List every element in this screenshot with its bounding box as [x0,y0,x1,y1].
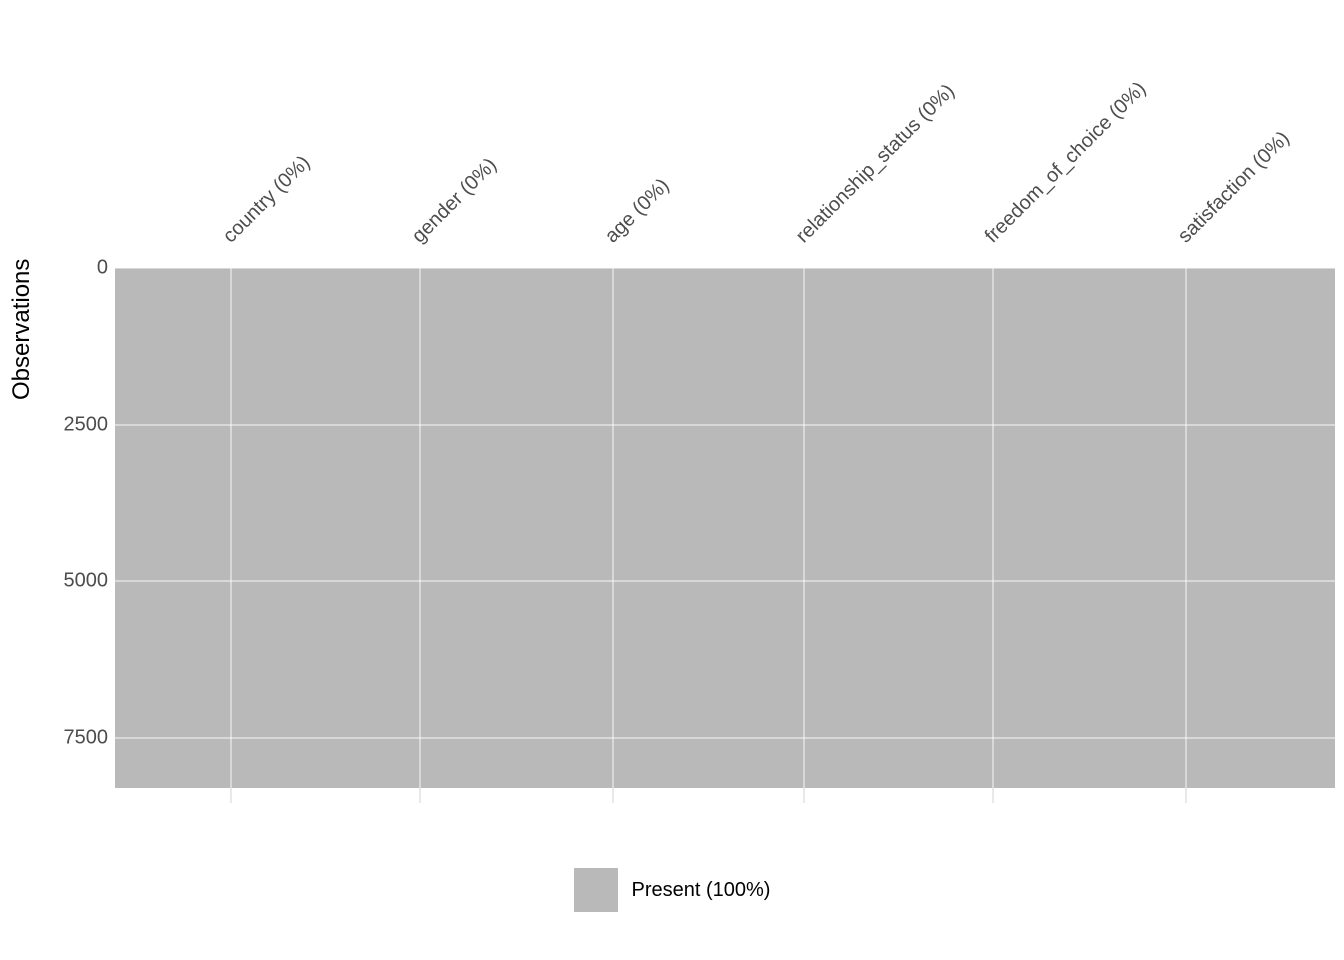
x-tick-stub [1185,788,1187,803]
x-gridline [1185,268,1187,788]
x-tick-stub [419,788,421,803]
plot-area [115,268,1335,788]
y-gridline [115,267,1335,269]
x-tick-label: relationship_status (0%) [792,80,960,248]
x-axis-stubs [115,788,1335,803]
y-gridline [115,580,1335,582]
x-axis-labels: country (0%) gender (0%) age (0%) relations… [115,0,1335,268]
legend-swatch [574,868,618,912]
plot-fill [115,268,1335,788]
x-gridline [992,268,994,788]
x-tick-stub [992,788,994,803]
x-gridline [612,268,614,788]
x-tick-label: freedom_of_choice (0%) [981,78,1151,248]
x-tick-label: gender (0%) [408,154,502,248]
y-tick-label: 2500 [64,413,109,436]
chart-container: Observations country (0%) gender (0%) age … [0,0,1344,960]
x-tick-stub [230,788,232,803]
y-tick-label: 0 [97,257,108,280]
y-gridline [115,737,1335,739]
x-gridline [230,268,232,788]
legend-label: Present (100%) [632,879,771,902]
y-axis-title: Observations [8,259,36,400]
legend: Present (100%) [0,868,1344,912]
x-gridline [419,268,421,788]
x-tick-label: country (0%) [219,152,315,248]
x-tick-label: satisfaction (0%) [1174,127,1295,248]
x-tick-label: age (0%) [600,174,674,248]
x-tick-stub [803,788,805,803]
y-gridline [115,424,1335,426]
x-gridline [803,268,805,788]
y-tick-label: 5000 [64,570,109,593]
y-tick-label: 7500 [64,726,109,749]
x-tick-stub [612,788,614,803]
